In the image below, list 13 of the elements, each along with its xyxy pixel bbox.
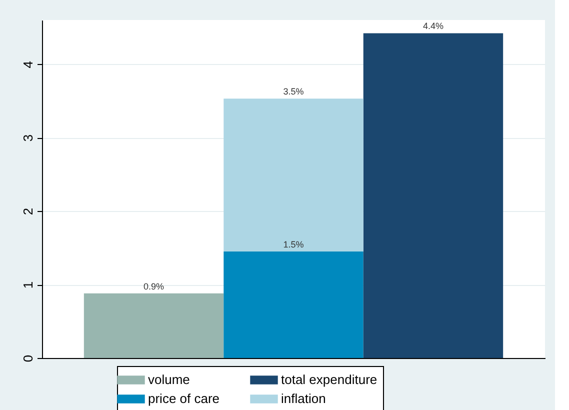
legend-label: inflation: [281, 391, 326, 406]
y-tick-label: 4: [20, 60, 36, 68]
y-tick-label: 0: [20, 354, 36, 362]
y-tick-label: 1: [20, 281, 36, 289]
data-label: 0.9%: [144, 281, 164, 292]
y-tick-label: 3: [20, 134, 36, 142]
total-label: 3.5%: [283, 86, 304, 97]
y-tick-label: 2: [20, 208, 36, 216]
legend-label: price of care: [148, 391, 220, 406]
legend-label: total expenditure: [281, 372, 378, 387]
legend-label: volume: [148, 372, 190, 387]
data-label: 1.5%: [283, 239, 304, 250]
data-label: 4.4%: [422, 21, 444, 32]
